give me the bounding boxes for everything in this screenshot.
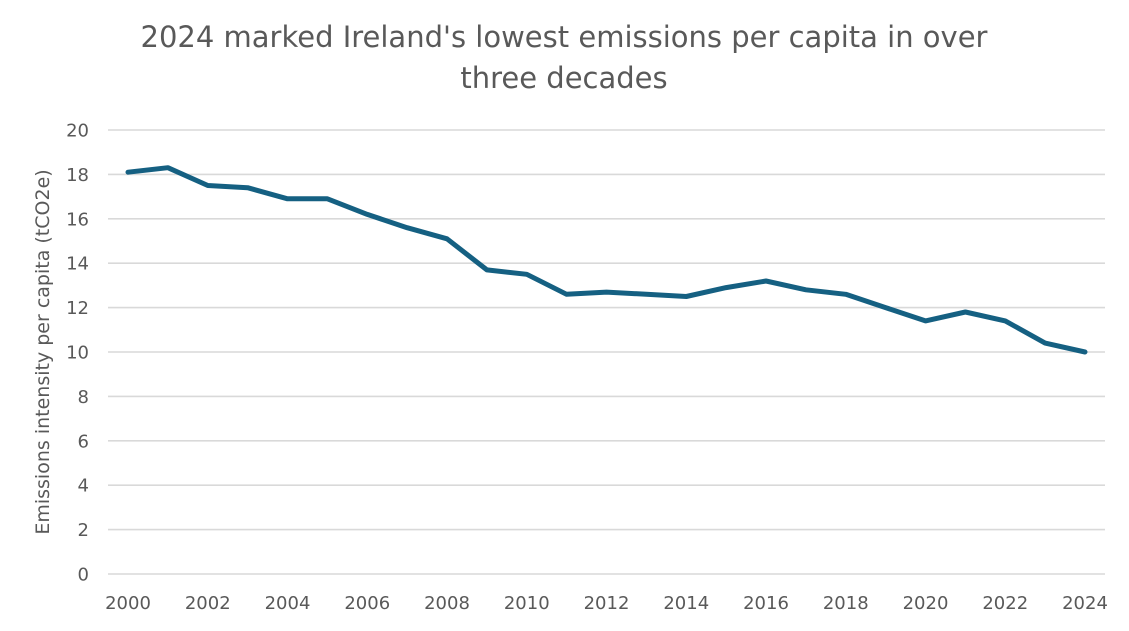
y-tick-label: 12 (66, 298, 89, 319)
x-tick-label: 2004 (265, 593, 311, 614)
x-tick-label: 2020 (903, 593, 949, 614)
y-tick-label: 4 (78, 476, 89, 497)
y-tick-label: 16 (66, 209, 89, 230)
y-tick-label: 14 (66, 254, 89, 275)
gridlines (108, 129, 1105, 575)
chart-title-line-2: three decades (460, 61, 667, 95)
y-tick-label: 6 (78, 431, 89, 452)
chart-title-line-1: 2024 marked Ireland's lowest emissions p… (141, 20, 988, 54)
series-line-0 (125, 165, 1088, 355)
chart-title: 2024 marked Ireland's lowest emissions p… (141, 20, 988, 95)
x-tick-label: 2010 (504, 593, 550, 614)
y-tick-label: 8 (78, 387, 89, 408)
x-tick-label: 2008 (424, 593, 470, 614)
y-tick-label: 0 (78, 565, 89, 586)
y-axis-ticks: 0 2 4 6 8 10 12 14 16 18 20 (66, 121, 89, 586)
series-group (125, 165, 1088, 355)
y-tick-label: 10 (66, 343, 89, 364)
y-tick-label: 20 (66, 121, 89, 142)
x-tick-label: 2016 (743, 593, 789, 614)
x-tick-label: 2006 (344, 593, 390, 614)
y-tick-label: 2 (78, 520, 89, 541)
x-axis-ticks: 2000 2002 2004 2006 2008 2010 2012 2014 2016 2018… (105, 593, 1108, 614)
x-tick-label: 2002 (185, 593, 231, 614)
y-axis-label: Emissions intensity per capita (tCO2e) (32, 169, 54, 534)
x-tick-label: 2018 (823, 593, 869, 614)
x-tick-label: 2000 (105, 593, 151, 614)
x-tick-label: 2012 (584, 593, 630, 614)
x-tick-label: 2014 (663, 593, 709, 614)
x-tick-label: 2024 (1062, 593, 1108, 614)
x-tick-label: 2022 (982, 593, 1028, 614)
y-tick-label: 18 (66, 165, 89, 186)
